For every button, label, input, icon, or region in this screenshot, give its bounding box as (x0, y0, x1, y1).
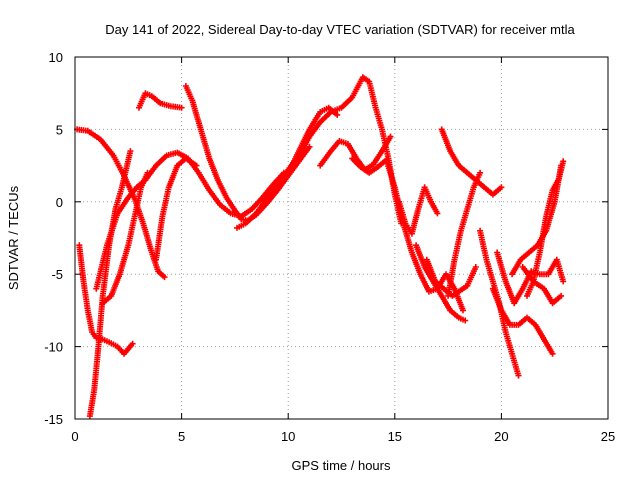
marker-path (99, 169, 151, 307)
marker-path (423, 256, 479, 299)
marker-path (445, 169, 484, 299)
series-arc-23 (519, 264, 565, 307)
y-axis-label: SDTVAR / TECUs (6, 185, 21, 290)
marker-path (182, 83, 313, 224)
series-arc-03 (86, 148, 134, 420)
marker-path (136, 90, 185, 111)
series-arc-15 (423, 256, 479, 299)
x-tick-label: 15 (388, 429, 402, 444)
x-tick-label: 25 (601, 429, 615, 444)
marker-path (274, 104, 341, 194)
series-arc-06 (136, 90, 185, 111)
series-arc-11 (317, 133, 394, 173)
y-tick-label: 5 (56, 122, 63, 137)
y-tick-label: -10 (44, 340, 63, 355)
marker-path (76, 242, 136, 357)
series-arc-07 (153, 155, 200, 263)
series-arc-19 (489, 285, 556, 357)
x-tick-label: 10 (281, 429, 295, 444)
series-arc-17 (445, 169, 484, 299)
marker-path (519, 264, 565, 307)
chart-title: Day 141 of 2022, Sidereal Day-to-day VTE… (105, 22, 575, 37)
series-arc-20 (494, 249, 567, 307)
series-arc-13 (396, 184, 441, 237)
y-tick-label: 0 (56, 195, 63, 210)
plot-frame (74, 56, 609, 420)
marker-path (317, 133, 394, 173)
x-axis-label: GPS time / hours (292, 458, 391, 473)
data-points (74, 74, 567, 420)
series-arc-10 (274, 104, 341, 194)
x-tick-label: 5 (178, 429, 185, 444)
x-tick-label: 20 (494, 429, 508, 444)
marker-path (494, 249, 567, 307)
marker-path (396, 184, 441, 237)
series-arc-08 (182, 83, 313, 224)
y-tick-label: 10 (49, 50, 63, 65)
marker-path (86, 148, 134, 420)
x-tick-label: 0 (71, 429, 78, 444)
series-arc-02 (76, 242, 136, 357)
y-tick-label: -15 (44, 412, 63, 427)
y-tick-label: -5 (51, 267, 63, 282)
grid-lines (75, 57, 608, 419)
series-arc-05 (99, 169, 151, 307)
marker-path (489, 285, 556, 357)
marker-path (153, 155, 200, 263)
